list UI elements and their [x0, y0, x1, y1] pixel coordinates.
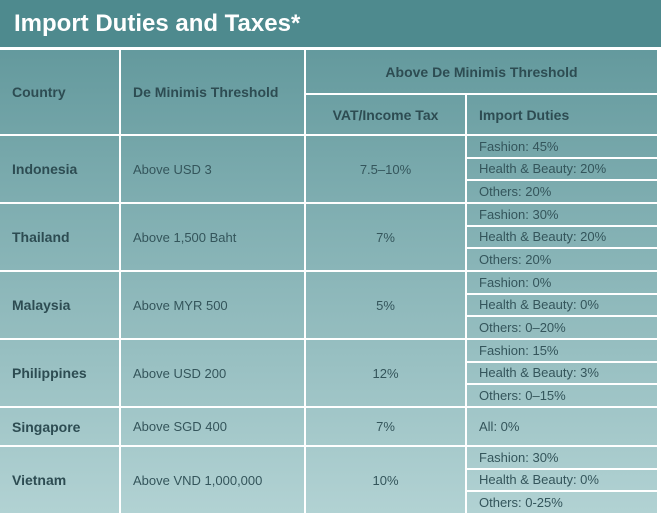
threshold-cell: Above USD 3 — [121, 136, 304, 202]
header-threshold: De Minimis Threshold — [121, 50, 304, 134]
header-above: Above De Minimis Threshold — [306, 50, 657, 93]
header-vat: VAT/Income Tax — [306, 95, 465, 134]
duty-cell: Health & Beauty: 3% — [467, 362, 657, 384]
vat-cell: 10% — [306, 447, 465, 513]
duty-cell: Health & Beauty: 20% — [467, 226, 657, 248]
threshold-cell: Above 1,500 Baht — [121, 204, 304, 270]
duty-cell: Fashion: 30% — [467, 447, 657, 468]
vat-cell: 7.5–10% — [306, 136, 465, 202]
duty-cell: Others: 20% — [467, 181, 657, 202]
duty-cell: Health & Beauty: 0% — [467, 469, 657, 491]
country-cell: Vietnam — [0, 447, 119, 513]
duty-cell: Others: 0–20% — [467, 317, 657, 338]
duty-cell: Fashion: 15% — [467, 340, 657, 361]
duty-cell: Health & Beauty: 20% — [467, 158, 657, 180]
duty-cell: Health & Beauty: 0% — [467, 294, 657, 316]
threshold-cell: Above MYR 500 — [121, 272, 304, 338]
vat-cell: 5% — [306, 272, 465, 338]
duty-cell: Fashion: 45% — [467, 136, 657, 157]
country-cell: Singapore — [0, 408, 119, 445]
header-duties: Import Duties — [467, 95, 657, 134]
threshold-cell: Above VND 1,000,000 — [121, 447, 304, 513]
vat-cell: 7% — [306, 204, 465, 270]
duty-cell: Fashion: 0% — [467, 272, 657, 293]
title: Import Duties and Taxes* — [0, 0, 661, 47]
duty-cell: Others: 0–15% — [467, 385, 657, 406]
threshold-cell: Above USD 200 — [121, 340, 304, 406]
duty-cell: All: 0% — [467, 408, 657, 445]
country-cell: Indonesia — [0, 136, 119, 202]
country-cell: Malaysia — [0, 272, 119, 338]
vat-cell: 7% — [306, 408, 465, 445]
duty-cell: Fashion: 30% — [467, 204, 657, 225]
duty-cell: Others: 20% — [467, 249, 657, 270]
header-country: Country — [0, 50, 119, 134]
duty-cell: Others: 0-25% — [467, 492, 657, 513]
vat-cell: 12% — [306, 340, 465, 406]
country-cell: Thailand — [0, 204, 119, 270]
threshold-cell: Above SGD 400 — [121, 408, 304, 445]
country-cell: Philippines — [0, 340, 119, 406]
